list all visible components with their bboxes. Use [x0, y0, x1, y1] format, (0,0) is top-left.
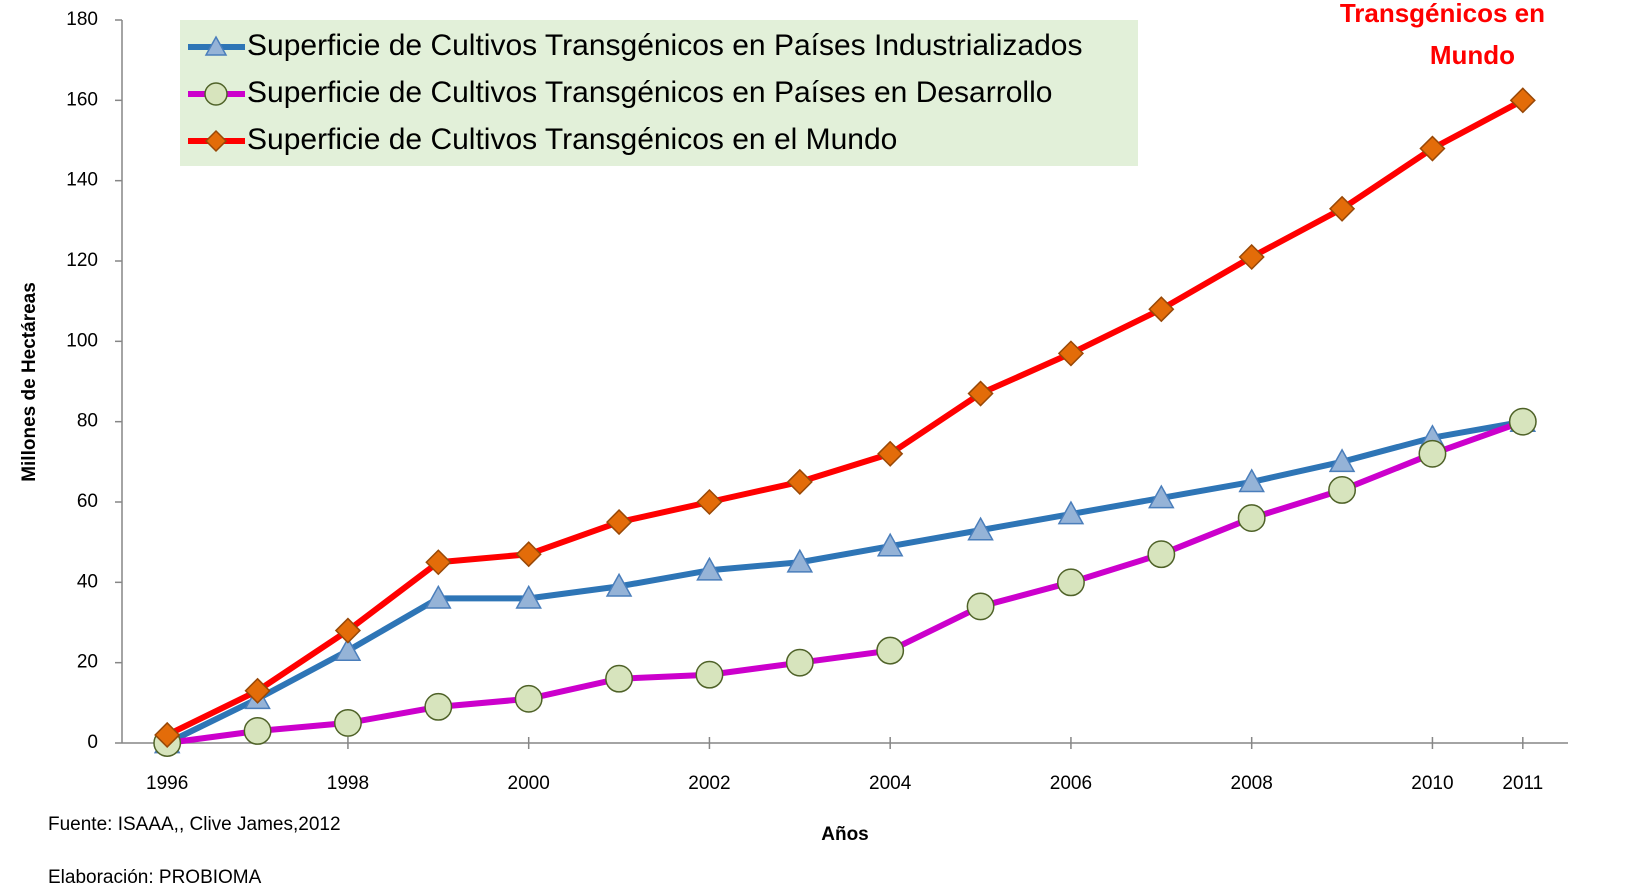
x-tick-label: 2004: [869, 773, 912, 794]
marker: [695, 660, 724, 689]
marker: [243, 717, 272, 745]
marker: [1328, 448, 1356, 473]
marker: [877, 440, 904, 467]
marker: [1148, 296, 1175, 323]
marker: [967, 380, 994, 407]
marker: [514, 684, 543, 713]
x-tick-label: 2008: [1231, 773, 1273, 794]
marker: [696, 488, 723, 516]
series-line: [166, 418, 1524, 746]
marker: [333, 708, 362, 737]
marker: [1328, 476, 1357, 504]
y-tick-label: 80: [77, 411, 98, 432]
series-markers: [154, 87, 1536, 749]
annotation: Mundo: [1430, 40, 1515, 70]
marker: [424, 692, 453, 721]
x-tick-label: 2000: [508, 773, 550, 794]
marker: [605, 664, 634, 693]
marker: [966, 592, 995, 621]
legend-label: Superficie de Cultivos Transgénicos en e…: [247, 123, 897, 156]
legend-label: Superficie de Cultivos Transgénicos en P…: [247, 29, 1082, 62]
series-markers: [153, 407, 1537, 757]
marker: [605, 572, 633, 597]
marker: [425, 584, 452, 609]
marker: [515, 584, 542, 609]
marker: [876, 532, 904, 557]
y-tick-label: 40: [77, 571, 98, 592]
y-tick-label: 140: [66, 170, 98, 191]
y-tick-label: 160: [66, 89, 98, 110]
marker: [1056, 568, 1085, 597]
marker: [334, 617, 361, 644]
marker: [786, 548, 814, 573]
marker: [1509, 87, 1536, 114]
marker: [696, 556, 723, 581]
marker: [1418, 439, 1447, 468]
x-tick-label: 2011: [1502, 773, 1543, 794]
marker: [204, 82, 228, 106]
marker: [1057, 340, 1084, 367]
marker: [204, 35, 228, 56]
marker: [1057, 500, 1085, 525]
series-line: [165, 97, 1525, 738]
x-tick-label: 2002: [688, 773, 730, 794]
marker: [1508, 407, 1537, 436]
x-tick-label: 1998: [327, 773, 369, 794]
y-tick-label: 120: [66, 250, 98, 271]
marker: [876, 636, 905, 665]
marker: [244, 677, 271, 704]
x-tick-label: 2010: [1411, 773, 1453, 794]
series-markers: [153, 408, 1537, 754]
marker: [967, 516, 994, 541]
y-axis-label: Millones de Hectáreas: [19, 282, 40, 482]
marker: [1329, 195, 1356, 222]
marker: [1419, 135, 1446, 162]
marker: [1237, 504, 1266, 533]
marker: [154, 721, 181, 749]
y-tick-label: 60: [77, 491, 98, 512]
y-tick-label: 20: [77, 652, 98, 673]
x-axis-label: Años: [821, 824, 869, 845]
legend-label: Superficie de Cultivos Transgénicos en P…: [247, 76, 1052, 109]
source-note: Fuente: ISAAA,, Clive James,2012: [48, 814, 341, 835]
annotation: Transgénicos en: [1340, 0, 1545, 28]
marker: [204, 129, 228, 153]
marker: [1148, 484, 1175, 509]
marker: [515, 541, 542, 568]
marker: [334, 637, 362, 661]
legend: Superficie de Cultivos Transgénicos en P…: [180, 20, 1138, 166]
marker: [1147, 540, 1176, 569]
series-line: [165, 418, 1524, 746]
source-note: Elaboración: PROBIOMA: [48, 867, 262, 885]
marker: [786, 468, 813, 495]
y-tick-label: 180: [66, 9, 98, 30]
marker: [606, 509, 633, 536]
x-tick-label: 2006: [1050, 773, 1092, 794]
legend-box: [180, 20, 1138, 166]
marker: [425, 549, 452, 576]
y-tick-label: 100: [66, 330, 98, 351]
x-tick-label: 1996: [146, 773, 188, 794]
marker: [1238, 243, 1265, 271]
y-tick-label: 0: [87, 732, 98, 753]
marker: [785, 648, 814, 677]
marker: [1238, 468, 1265, 493]
